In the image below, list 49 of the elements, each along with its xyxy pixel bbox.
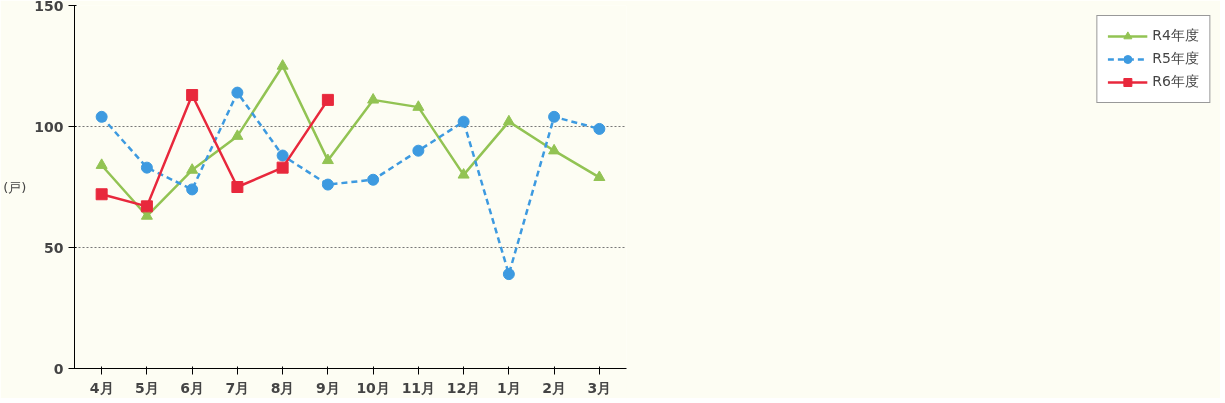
point	[276, 59, 289, 70]
x-tick-label: 10月	[356, 379, 390, 396]
legend-label: R4年度	[1152, 27, 1199, 45]
point	[412, 100, 425, 111]
point	[457, 115, 470, 128]
point	[186, 89, 199, 102]
x-tick-label: 4月	[89, 379, 114, 396]
point	[457, 168, 470, 179]
point	[276, 149, 289, 162]
point	[140, 200, 153, 213]
x-tick-label: 11月	[401, 379, 436, 396]
x-tick-label: 9月	[316, 379, 340, 396]
y-tick-label: 0	[53, 360, 64, 377]
x-tick-label: 5月	[135, 379, 159, 396]
point	[321, 153, 334, 165]
y-tick-label: 50	[44, 239, 64, 256]
point	[231, 181, 244, 193]
x-tick-label: 7月	[225, 379, 250, 396]
x-tick-label: 3月	[587, 379, 612, 396]
point	[367, 93, 380, 104]
point	[95, 158, 108, 169]
point	[593, 122, 606, 135]
x-tick-label: 12月	[446, 379, 481, 396]
point	[548, 143, 561, 155]
point	[321, 178, 334, 191]
y-axis-title: (戸)	[3, 179, 27, 195]
point	[321, 93, 334, 106]
point	[231, 86, 244, 99]
x-tick-label: 6月	[180, 379, 205, 396]
point	[186, 183, 199, 196]
y-tick-label: 150	[34, 0, 64, 14]
point	[367, 173, 380, 186]
x-tick-label: 8月	[270, 379, 295, 396]
point	[95, 188, 108, 201]
point	[231, 129, 244, 140]
point	[276, 161, 289, 174]
point	[95, 110, 108, 123]
point	[502, 114, 515, 126]
x-tick-label: 2月	[542, 379, 566, 396]
point	[186, 163, 199, 174]
y-tick-label: 100	[34, 118, 64, 135]
point	[593, 170, 606, 181]
point	[502, 268, 515, 281]
point	[412, 144, 425, 157]
point	[140, 161, 153, 174]
x-tick-label: 1月	[496, 379, 521, 396]
legend-label: R6年度	[1152, 73, 1199, 91]
point	[548, 110, 561, 123]
legend-label: R5年度	[1152, 50, 1199, 68]
